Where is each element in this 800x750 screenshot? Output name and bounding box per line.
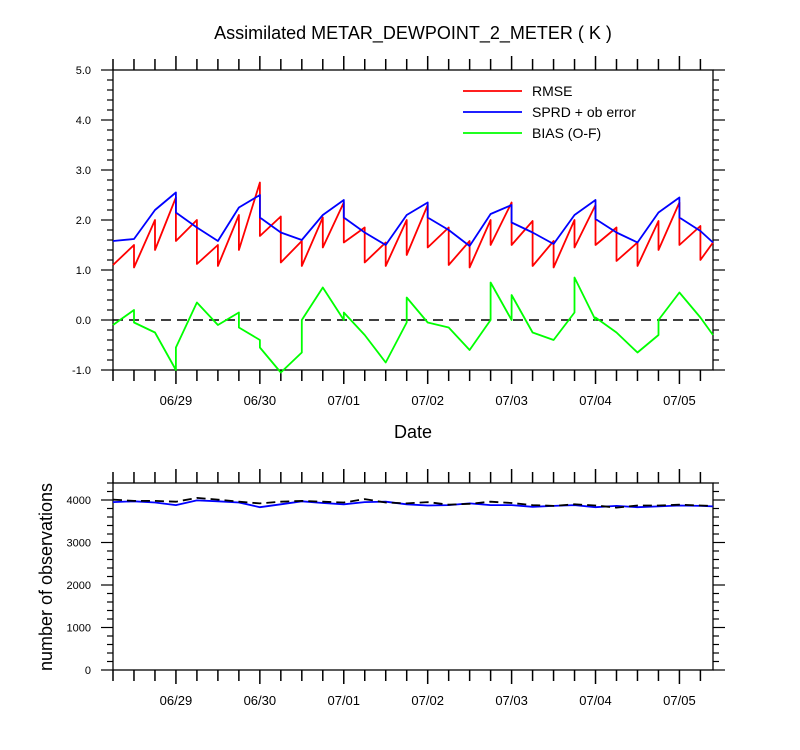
x-tick-label: 06/30 <box>244 693 277 708</box>
y-tick-label: 4.0 <box>76 115 91 127</box>
x-tick-label: 07/03 <box>495 393 528 408</box>
y-tick-label: 0 <box>85 665 91 677</box>
chart-title: Assimilated METAR_DEWPOINT_2_METER ( K ) <box>214 23 612 44</box>
legend-label: SPRD + ob error <box>532 104 636 120</box>
series-line-bias-o-f- <box>112 276 714 374</box>
bottom-y-tick-labels: 0 1000 2000 3000 4000 <box>67 495 91 677</box>
x-tick-label: 07/02 <box>411 693 444 708</box>
y-tick-label: 0.0 <box>76 315 91 327</box>
top-series-lines <box>112 181 714 374</box>
top-axis-ticks <box>101 56 725 384</box>
top-x-tick-labels: 06/29 06/30 07/01 07/02 07/03 07/04 07/05 <box>160 393 696 408</box>
x-tick-label: 07/03 <box>495 693 528 708</box>
series-line-sprd-ob-error <box>112 191 714 247</box>
legend: RMSE SPRD + ob error BIAS (O-F) <box>463 83 636 141</box>
x-tick-label: 07/04 <box>579 693 612 708</box>
bottom-series-lines <box>112 496 714 509</box>
series-line-0 <box>112 499 714 509</box>
y-tick-label: 3.0 <box>76 165 91 177</box>
y-tick-label: 1000 <box>67 623 91 635</box>
series-line-1 <box>112 496 714 509</box>
series-line-rmse <box>112 181 714 269</box>
top-chart: -1.0 0.0 1.0 2.0 3.0 4.0 5.0 06/29 06/30 07/01 07… <box>72 56 725 442</box>
x-tick-label: 06/29 <box>160 393 193 408</box>
y-tick-label: 4000 <box>67 495 91 507</box>
x-tick-label: 07/01 <box>327 393 360 408</box>
y-tick-label: 1.0 <box>76 265 91 277</box>
x-tick-label: 07/05 <box>663 693 696 708</box>
x-tick-label: 07/01 <box>327 693 360 708</box>
y-tick-label: -1.0 <box>72 365 91 377</box>
top-y-tick-labels: -1.0 0.0 1.0 2.0 3.0 4.0 5.0 <box>72 65 91 377</box>
y-tick-label: 5.0 <box>76 65 91 77</box>
legend-label: RMSE <box>532 83 572 99</box>
bottom-axis-ticks <box>101 469 725 684</box>
y-axis-label: number of observations <box>36 483 56 671</box>
y-tick-label: 2.0 <box>76 215 91 227</box>
x-tick-label: 07/05 <box>663 393 696 408</box>
bottom-plot-frame <box>112 482 714 671</box>
bottom-x-tick-labels: 06/29 06/30 07/01 07/02 07/03 07/04 07/05 <box>160 693 696 708</box>
x-axis-label: Date <box>394 422 432 442</box>
bottom-chart: 0 1000 2000 3000 4000 06/29 06/30 07/01 07/02 07… <box>36 469 725 708</box>
y-tick-label: 2000 <box>67 580 91 592</box>
x-tick-label: 07/04 <box>579 393 612 408</box>
x-tick-label: 06/30 <box>244 393 277 408</box>
y-tick-label: 3000 <box>67 538 91 550</box>
x-tick-label: 07/02 <box>411 393 444 408</box>
x-tick-label: 06/29 <box>160 693 193 708</box>
legend-label: BIAS (O-F) <box>532 125 601 141</box>
